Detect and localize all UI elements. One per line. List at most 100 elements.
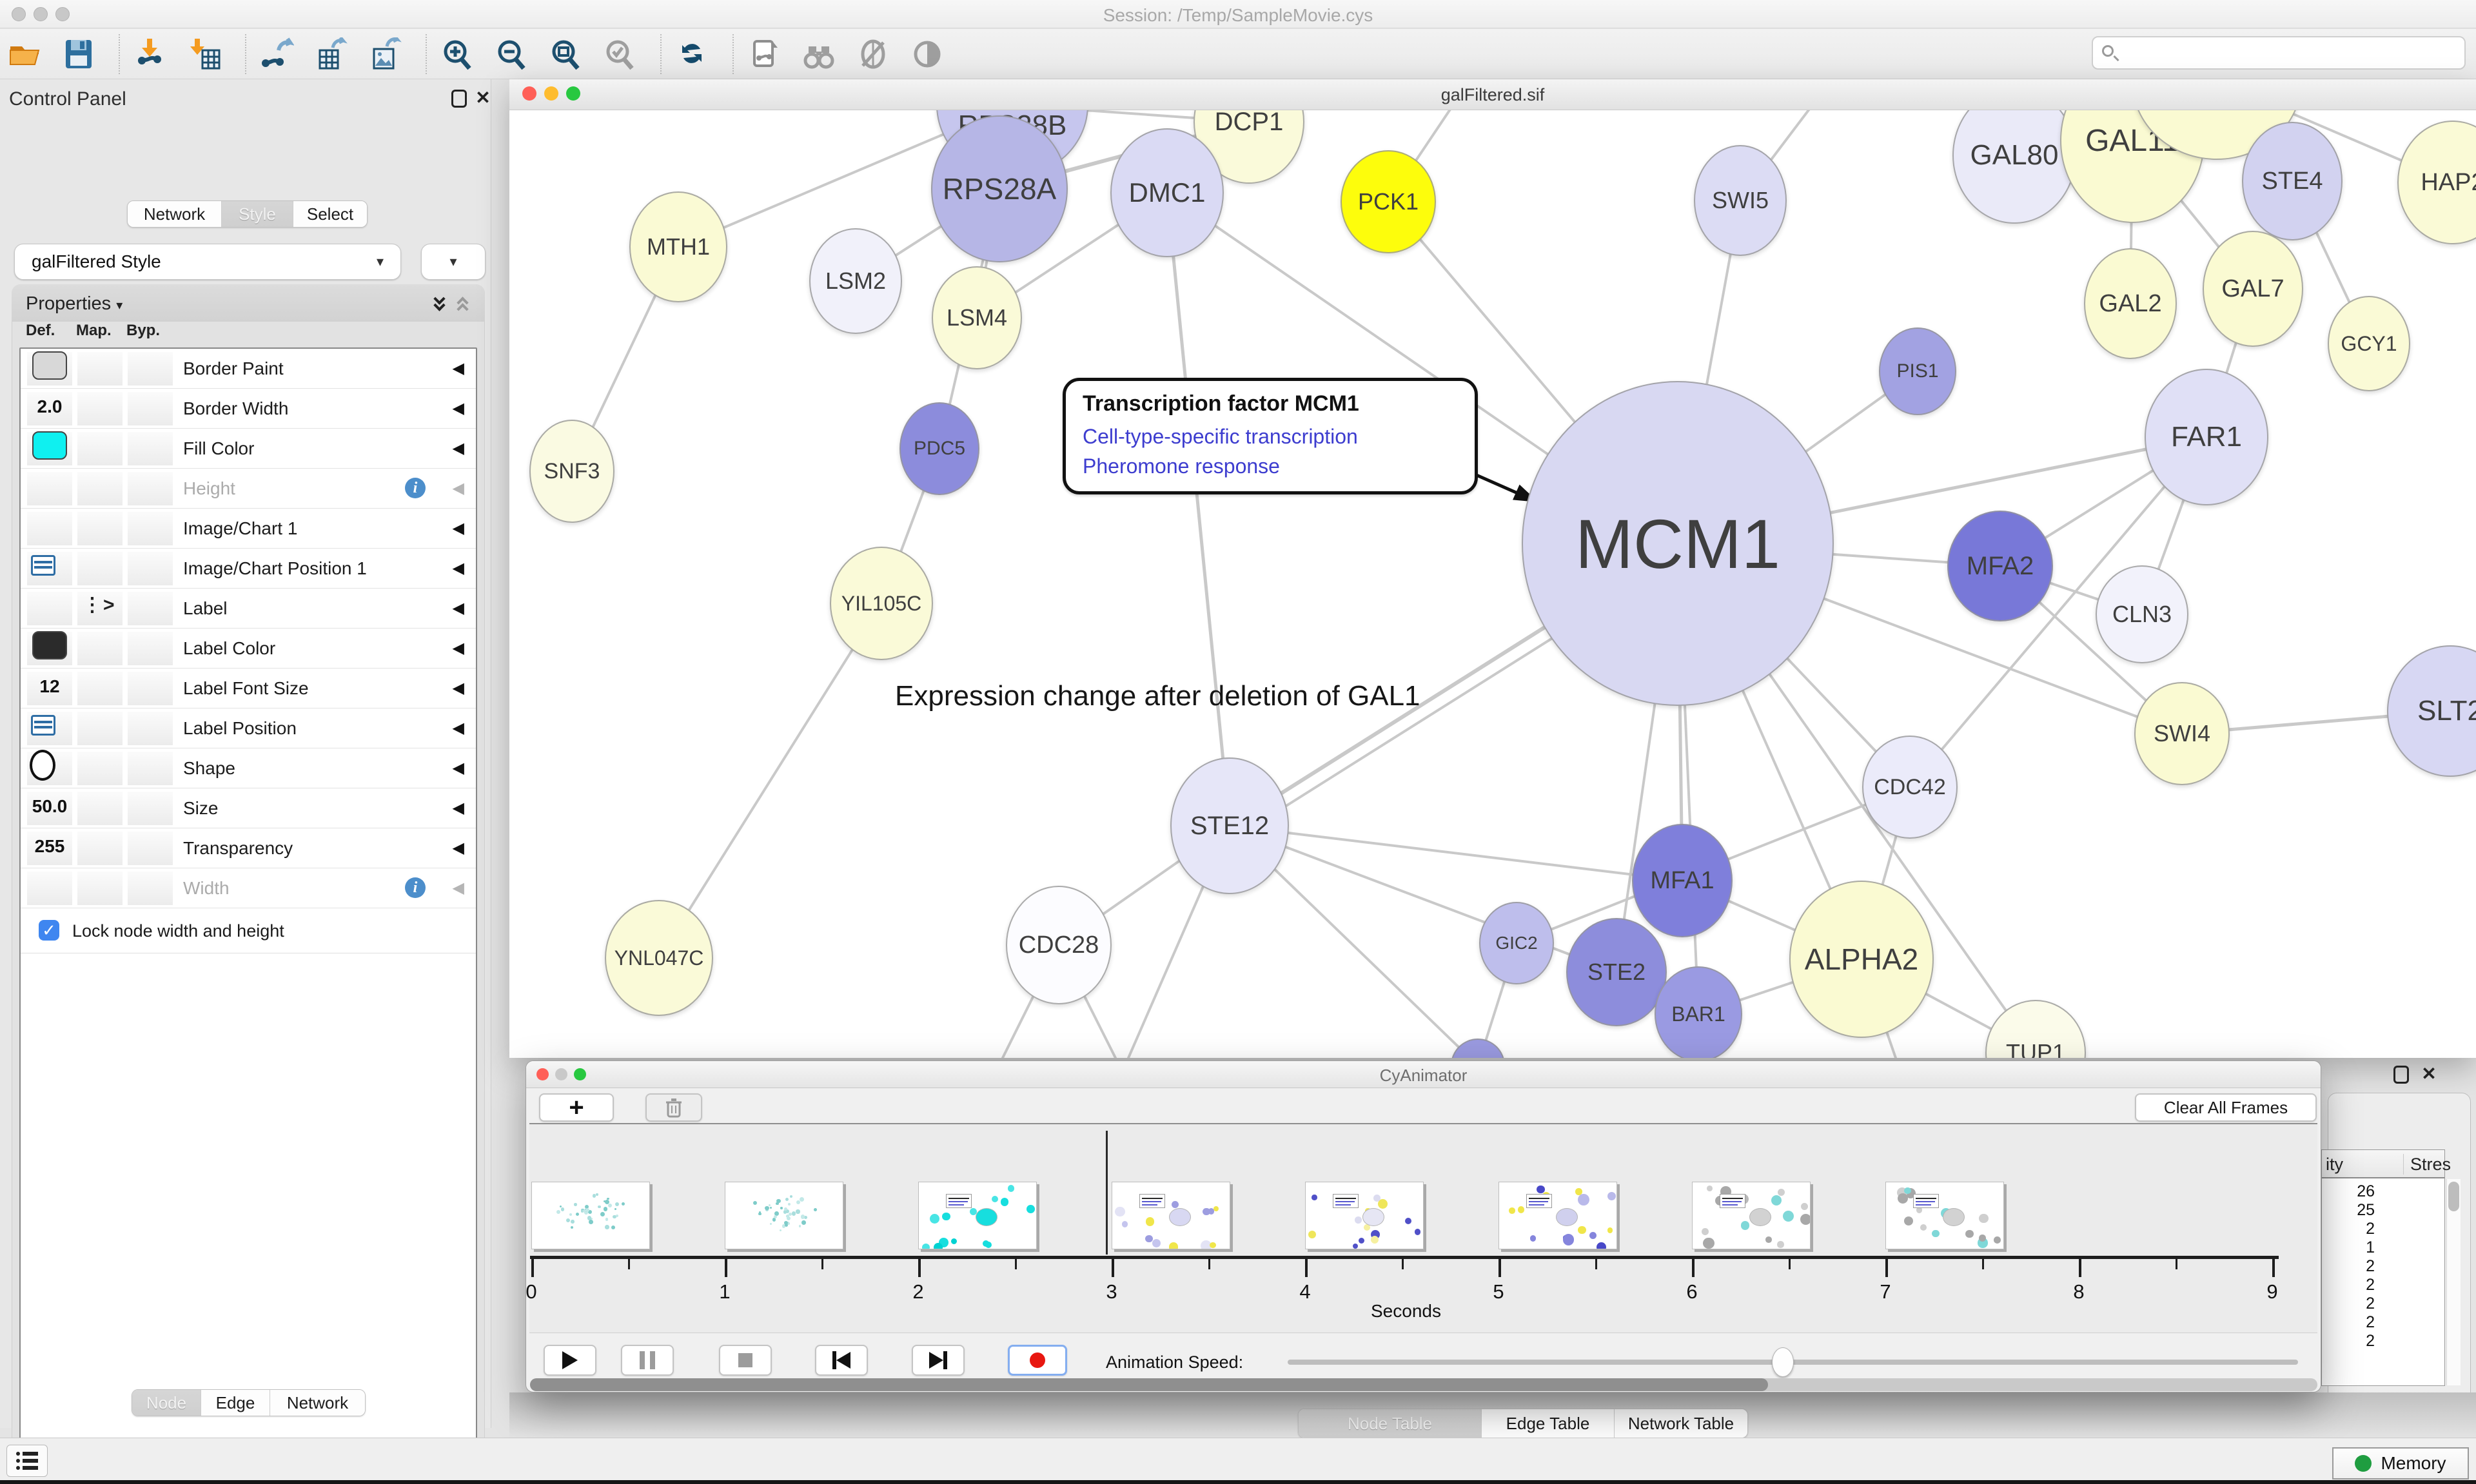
expand-row-icon[interactable]: ◀: [452, 520, 464, 537]
network-node-swi4[interactable]: SWI4: [2134, 682, 2230, 785]
clone-network-icon[interactable]: [745, 35, 784, 73]
table-row[interactable]: 26: [2357, 1182, 2375, 1200]
expand-row-icon[interactable]: ◀: [452, 360, 464, 377]
network-node-mth1[interactable]: MTH1: [629, 191, 727, 302]
panel-tab-edge[interactable]: Edge: [201, 1390, 270, 1416]
binoculars-icon[interactable]: [800, 35, 838, 73]
property-cell[interactable]: [27, 832, 72, 865]
speed-slider-thumb[interactable]: [1771, 1347, 1794, 1377]
network-node-ste4[interactable]: STE4: [2242, 122, 2343, 240]
property-row-size[interactable]: 50.0 Size ◀: [21, 788, 476, 828]
frame-thumbnail-0[interactable]: [531, 1182, 650, 1249]
float-panel-icon[interactable]: [451, 90, 467, 108]
property-cell[interactable]: [27, 792, 72, 825]
network-node-pck1[interactable]: PCK1: [1341, 150, 1436, 253]
export-table-icon[interactable]: [312, 35, 351, 73]
property-cell[interactable]: [27, 392, 72, 425]
search-input[interactable]: [2092, 36, 2466, 70]
network-node-mfa1[interactable]: MFA1: [1632, 824, 1733, 937]
lock-checkbox[interactable]: ✓: [39, 920, 59, 941]
network-node-lsm4[interactable]: LSM4: [932, 266, 1022, 369]
network-node-alpha2[interactable]: ALPHA2: [1789, 881, 1934, 1038]
network-node-rps28a[interactable]: RPS28A: [931, 115, 1068, 262]
network-node-ynl047c[interactable]: YNL047C: [605, 900, 713, 1016]
ellipse-shape-icon[interactable]: [30, 750, 55, 781]
property-cell[interactable]: [77, 872, 123, 905]
property-cell[interactable]: [128, 792, 173, 825]
table-scrollbar-thumb[interactable]: [2448, 1182, 2459, 1211]
property-cell[interactable]: [128, 712, 173, 745]
frame-thumbnail-7[interactable]: [1885, 1182, 2004, 1249]
property-cell[interactable]: [27, 592, 72, 625]
frame-thumbnail-3[interactable]: [1112, 1182, 1230, 1249]
skip-start-button[interactable]: [815, 1345, 868, 1376]
property-cell[interactable]: [27, 872, 72, 905]
network-node-cdc28[interactable]: CDC28: [1006, 886, 1112, 1004]
panel-tab-node[interactable]: Node: [132, 1390, 201, 1416]
table-row[interactable]: 2: [2366, 1220, 2375, 1238]
memory-button[interactable]: Memory: [2332, 1447, 2469, 1479]
property-row-fill-color[interactable]: Fill Color ◀: [21, 429, 476, 469]
network-node-mcm1[interactable]: MCM1: [1522, 381, 1834, 706]
network-node-gal80[interactable]: GAL80: [1952, 110, 2076, 224]
delete-frame-button[interactable]: [645, 1093, 702, 1122]
property-cell[interactable]: [27, 472, 72, 505]
property-row-label-font-size[interactable]: 12 Label Font Size ◀: [21, 669, 476, 708]
close-window-button[interactable]: [12, 7, 26, 21]
default-swatch[interactable]: [32, 351, 67, 380]
show-panels-button[interactable]: [6, 1445, 48, 1477]
refresh-icon[interactable]: [673, 35, 712, 73]
zoom-window-button[interactable]: [55, 7, 70, 21]
property-row-border-paint[interactable]: Border Paint ◀: [21, 349, 476, 389]
style-options-button[interactable]: ▾: [421, 244, 486, 280]
cyanimator-scrollbar-thumb[interactable]: [530, 1378, 1768, 1391]
expand-row-icon[interactable]: ◀: [452, 839, 464, 857]
network-node-gcy1[interactable]: GCY1: [2328, 296, 2410, 391]
table-row[interactable]: 1: [2366, 1238, 2375, 1256]
frame-thumbnail-4[interactable]: [1305, 1182, 1424, 1249]
annotation-link-1[interactable]: Cell-type-specific transcription: [1083, 425, 1358, 448]
property-row-label-position[interactable]: Label Position ◀: [21, 708, 476, 748]
network-node-cln3[interactable]: CLN3: [2096, 565, 2188, 663]
import-network-icon[interactable]: [132, 35, 170, 73]
property-cell[interactable]: [77, 712, 123, 745]
expand-row-icon[interactable]: ◀: [452, 560, 464, 577]
property-cell[interactable]: [77, 752, 123, 785]
property-cell[interactable]: [128, 472, 173, 505]
network-node-mfa2[interactable]: MFA2: [1947, 511, 2053, 621]
network-canvas[interactable]: Transcription factor MCM1 Cell-type-spec…: [509, 110, 2476, 1058]
info-icon[interactable]: i: [405, 877, 426, 898]
property-cell[interactable]: [77, 592, 123, 625]
tab-edge-table[interactable]: Edge Table: [1482, 1409, 1615, 1438]
property-row-label-color[interactable]: Label Color ◀: [21, 629, 476, 669]
property-row-image-chart-1[interactable]: Image/Chart 1 ◀: [21, 509, 476, 549]
property-cell[interactable]: [128, 832, 173, 865]
expand-row-icon[interactable]: ◀: [452, 600, 464, 617]
column-header-stres[interactable]: Stres: [2410, 1155, 2451, 1174]
expand-row-icon[interactable]: ◀: [452, 639, 464, 657]
network-node-gic2[interactable]: GIC2: [1479, 902, 1554, 984]
property-row-image-chart-position-1[interactable]: Image/Chart Position 1 ◀: [21, 549, 476, 589]
network-node-pis1[interactable]: PIS1: [1879, 327, 1956, 415]
pause-button[interactable]: [621, 1345, 674, 1376]
panel-tab-network[interactable]: Network: [270, 1390, 365, 1416]
network-node-dmc1[interactable]: DMC1: [1110, 128, 1224, 257]
default-swatch[interactable]: [32, 431, 67, 460]
table-header-row[interactable]: ity Stres: [2322, 1150, 2451, 1178]
annotation-link-2[interactable]: Pheromone response: [1083, 454, 1280, 478]
property-cell[interactable]: [77, 792, 123, 825]
table-row[interactable]: 2: [2366, 1313, 2375, 1331]
frame-thumbnail-5[interactable]: [1498, 1182, 1617, 1249]
position-icon[interactable]: [31, 555, 55, 576]
network-node-pdc5[interactable]: PDC5: [899, 402, 979, 495]
expand-row-icon[interactable]: ◀: [452, 480, 464, 497]
network-close-button[interactable]: [522, 86, 536, 101]
property-cell[interactable]: [128, 392, 173, 425]
cyanimator-minimize-button[interactable]: [555, 1068, 567, 1080]
close-panel-icon[interactable]: ✕: [475, 88, 491, 108]
record-button[interactable]: [1008, 1345, 1067, 1376]
network-node-bar1[interactable]: BAR1: [1655, 966, 1742, 1058]
timeline-playhead[interactable]: [1106, 1131, 1108, 1255]
network-node-yil105c[interactable]: YIL105C: [830, 547, 933, 660]
open-session-icon[interactable]: [5, 35, 44, 73]
